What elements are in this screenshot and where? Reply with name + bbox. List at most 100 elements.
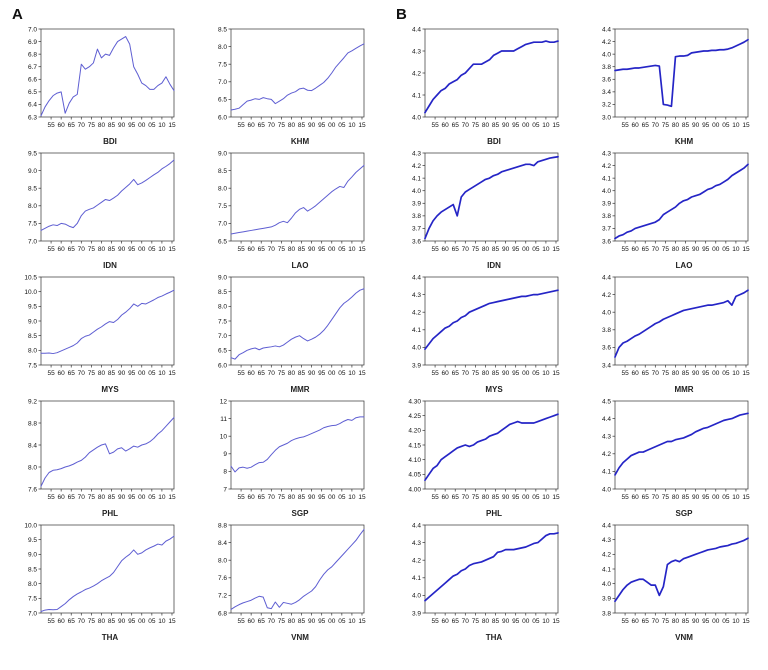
x-tick-label: 80 xyxy=(672,494,680,501)
chart-idn-panel-b: 3.6 3.7 3.8 3.9 4.0 4.1 4.2 4.3 55 60 65 70 75 80 85 90… xyxy=(388,150,576,271)
x-tick-label: 65 xyxy=(258,370,266,377)
chart-vnm-panel-a: 6.8 7.2 7.6 8.0 8.4 8.8 55 60 65 70 75 80 85 90 95 00 05… xyxy=(194,522,382,643)
x-tick-label: 60 xyxy=(248,494,256,501)
x-tick-label: 85 xyxy=(492,246,500,253)
y-tick-label: 4.2 xyxy=(412,558,421,565)
x-tick-label: 75 xyxy=(662,246,670,253)
x-tick-label: 05 xyxy=(338,370,346,377)
x-tick-label: 80 xyxy=(672,246,680,253)
chart-label-mmr: MMR xyxy=(290,385,310,394)
y-tick-label: 7.5 xyxy=(28,596,37,603)
x-tick-label: 80 xyxy=(482,370,490,377)
y-tick-label: 4.00 xyxy=(408,486,421,493)
x-tick-label: 60 xyxy=(442,494,450,501)
series-line-idn xyxy=(424,155,559,240)
y-tick-label: 8.0 xyxy=(28,464,37,471)
y-tick-label: 3.9 xyxy=(602,201,611,208)
x-tick-label: 70 xyxy=(652,494,660,501)
x-tick-label: 00 xyxy=(328,370,336,377)
y-tick-label: 4.1 xyxy=(602,175,611,182)
x-tick-label: 90 xyxy=(308,494,316,501)
x-tick-label: 75 xyxy=(278,494,286,501)
x-tick-label: 05 xyxy=(722,246,730,253)
y-tick-label: 8.5 xyxy=(218,26,227,33)
x-tick-label: 85 xyxy=(298,122,306,129)
x-tick-label: 85 xyxy=(682,494,690,501)
x-tick-label: 90 xyxy=(118,370,126,377)
x-tick-label: 10 xyxy=(158,618,166,625)
x-tick-label: 15 xyxy=(168,370,176,377)
y-tick-label: 4.3 xyxy=(412,292,421,299)
y-tick-label: 4.3 xyxy=(602,537,611,544)
y-tick-label: 4.20 xyxy=(408,428,421,435)
series-line-mys xyxy=(40,289,175,355)
x-tick-label: 70 xyxy=(462,246,470,253)
x-tick-label: 90 xyxy=(118,494,126,501)
y-tick-label: 4.5 xyxy=(602,398,611,405)
y-tick-label: 7.0 xyxy=(218,221,227,228)
x-tick-label: 15 xyxy=(358,618,366,625)
y-tick-label: 4.1 xyxy=(412,175,421,182)
x-tick-label: 00 xyxy=(328,246,336,253)
chart-khm-panel-a: 6.0 6.5 7.0 7.5 8.0 8.5 55 60 65 70 75 80 85 90 95 00 05… xyxy=(194,26,382,147)
x-tick-label: 55 xyxy=(621,246,629,253)
x-tick-label: 75 xyxy=(278,370,286,377)
y-tick-label: 7.5 xyxy=(218,62,227,69)
chart-label-phl: PHL xyxy=(102,509,118,518)
plot-khm-a: 6.0 6.5 7.0 7.5 8.0 8.5 55 60 65 70 75 80 85 90 95 00 05… xyxy=(218,26,366,129)
y-tick-label: 3.4 xyxy=(602,89,611,96)
y-tick-label: 3.9 xyxy=(412,610,421,617)
y-tick-label: 4.2 xyxy=(602,451,611,458)
x-tick-label: 10 xyxy=(348,370,356,377)
series-line-khm xyxy=(614,38,749,108)
x-tick-label: 80 xyxy=(288,246,296,253)
x-tick-label: 05 xyxy=(148,370,156,377)
y-tick-label: 9.2 xyxy=(28,398,37,405)
y-tick-label: 6.4 xyxy=(28,102,37,109)
x-tick-label: 90 xyxy=(502,122,510,129)
y-tick-label: 3.2 xyxy=(602,102,611,109)
y-tick-label: 8.8 xyxy=(28,420,37,427)
chart-tha-panel-a: 7.0 7.5 8.0 8.5 9.0 9.5 10.0 55 60 65 70 75 80 85 90 95… xyxy=(4,522,192,643)
x-tick-label: 95 xyxy=(702,246,710,253)
y-tick-label: 7.0 xyxy=(218,79,227,86)
x-tick-label: 85 xyxy=(682,122,690,129)
x-tick-label: 00 xyxy=(138,122,146,129)
chart-mys-panel-b: 3.9 4.0 4.1 4.2 4.3 4.4 55 60 65 70 75 80 85 90 95 00 05… xyxy=(388,274,576,395)
x-tick-label: 60 xyxy=(632,618,640,625)
x-tick-label: 85 xyxy=(682,246,690,253)
x-tick-label: 15 xyxy=(742,618,750,625)
x-tick-label: 60 xyxy=(442,618,450,625)
x-tick-label: 55 xyxy=(431,122,439,129)
chart-sgp-panel-b: 4.0 4.1 4.2 4.3 4.4 4.5 55 60 65 70 75 80 85 90 95 00 05… xyxy=(578,398,766,519)
y-tick-label: 7.0 xyxy=(28,26,37,33)
x-tick-label: 05 xyxy=(148,122,156,129)
x-tick-label: 60 xyxy=(632,494,640,501)
y-tick-label: 4.3 xyxy=(412,540,421,547)
chart-mmr-panel-b: 3.4 3.6 3.8 4.0 4.2 4.4 55 60 65 70 75 80 85 90 95 00 05… xyxy=(578,274,766,395)
y-tick-label: 9.0 xyxy=(28,318,37,325)
plot-vnm-b: 3.83.94.04.14.24.34.455 60 65 70 75 80 85 90 95 0… xyxy=(602,522,750,625)
x-tick-label: 80 xyxy=(98,618,106,625)
chart-phl-panel-a: 7.6 8.0 8.4 8.8 9.2 55 60 65 70 75 80 85 90 95 00 05 10 1… xyxy=(4,398,192,519)
plot-mys-b: 3.9 4.0 4.1 4.2 4.3 4.4 55 60 65 70 75 80 85 90 95 00 05… xyxy=(412,274,560,377)
plot-mys-a: 7.5 8.0 8.5 9.0 9.5 10.0 10.5 55 60 65 70 75 80 85 90 9… xyxy=(24,274,176,377)
plot-idn-a: 7.0 7.5 8.0 8.5 9.0 9.5 55 60 65 70 75 80 85 90 95 00 05… xyxy=(28,150,176,253)
x-tick-label: 70 xyxy=(462,122,470,129)
y-tick-label: 3.8 xyxy=(602,64,611,71)
x-tick-label: 05 xyxy=(148,618,156,625)
x-tick-label: 80 xyxy=(288,122,296,129)
x-tick-label: 60 xyxy=(58,246,66,253)
series-line-khm xyxy=(230,43,365,111)
y-tick-label: 4.1 xyxy=(602,566,611,573)
x-tick-label: 70 xyxy=(78,370,86,377)
x-tick-label: 70 xyxy=(78,122,86,129)
x-tick-label: 10 xyxy=(348,618,356,625)
y-tick-label: 10.0 xyxy=(24,522,37,529)
x-tick-label: 90 xyxy=(692,618,700,625)
chart-sgp-panel-a: 7 8 9 10 11 12 55 60 65 70 75 80 85 90 95 00 05 10 15 SGP xyxy=(194,398,382,519)
y-tick-label: 7.5 xyxy=(218,203,227,210)
y-tick-label: 3.0 xyxy=(602,114,611,121)
x-tick-label: 00 xyxy=(712,246,720,253)
x-tick-label: 95 xyxy=(318,122,326,129)
